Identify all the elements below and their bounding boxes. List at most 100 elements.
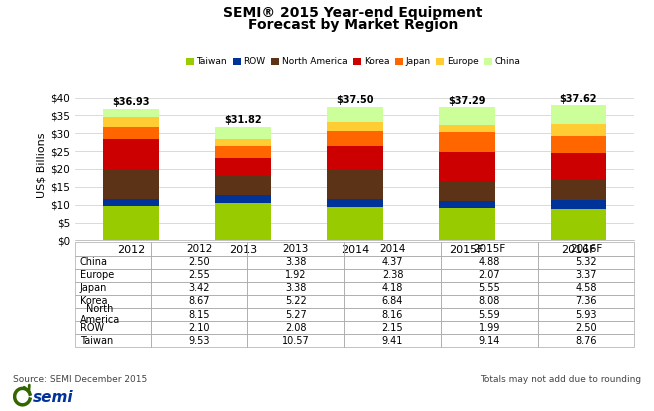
Bar [75, 308, 150, 321]
Text: 8.08: 8.08 [479, 296, 500, 307]
Bar [344, 321, 441, 334]
Bar [150, 321, 247, 334]
Text: 2013: 2013 [283, 244, 309, 254]
Legend: Taiwan, ROW, North America, Korea, Japan, Europe, China: Taiwan, ROW, North America, Korea, Japan… [182, 54, 525, 70]
Bar [75, 256, 150, 269]
Text: 3.38: 3.38 [285, 257, 307, 267]
Bar [215, 158, 271, 176]
Text: Forecast by Market Region: Forecast by Market Region [248, 18, 458, 32]
Text: 5.55: 5.55 [478, 283, 500, 293]
Text: 2012: 2012 [186, 244, 213, 254]
Bar [439, 152, 494, 181]
Bar [103, 118, 159, 127]
Bar [551, 209, 606, 240]
Bar [538, 308, 634, 321]
Bar [327, 145, 383, 170]
Bar [439, 107, 494, 125]
Text: 8.76: 8.76 [576, 336, 596, 346]
Text: 9.41: 9.41 [382, 336, 404, 346]
Bar [551, 179, 606, 200]
Text: 5.59: 5.59 [479, 309, 500, 319]
Bar [441, 256, 538, 269]
Text: SEMI® 2015 Year-end Equipment: SEMI® 2015 Year-end Equipment [224, 6, 483, 20]
Bar [439, 132, 494, 152]
Bar [150, 242, 247, 256]
Bar [327, 199, 383, 207]
Bar [150, 308, 247, 321]
Bar [344, 269, 441, 282]
Bar [327, 106, 383, 122]
Text: Totals may not add due to rounding: Totals may not add due to rounding [480, 375, 641, 384]
Text: 2.07: 2.07 [479, 270, 500, 280]
Bar [344, 295, 441, 308]
Bar [150, 282, 247, 295]
Text: 2.50: 2.50 [188, 257, 210, 267]
Text: 6.84: 6.84 [382, 296, 404, 307]
Text: 9.53: 9.53 [188, 336, 210, 346]
Text: semi: semi [33, 390, 73, 405]
Bar [439, 181, 494, 201]
Bar [441, 242, 538, 256]
Bar [538, 269, 634, 282]
Bar [247, 321, 344, 334]
Text: 4.18: 4.18 [382, 283, 404, 293]
Bar [538, 321, 634, 334]
Text: 2.55: 2.55 [188, 270, 210, 280]
Bar [538, 256, 634, 269]
Bar [247, 308, 344, 321]
Text: China: China [80, 257, 108, 267]
Text: 2.10: 2.10 [188, 323, 210, 332]
Bar [75, 321, 150, 334]
Bar [75, 242, 150, 256]
Text: 2015F: 2015F [473, 244, 506, 254]
Bar [551, 105, 606, 125]
Text: 2.38: 2.38 [382, 270, 404, 280]
Bar [551, 200, 606, 209]
Bar [441, 282, 538, 295]
Bar [150, 295, 247, 308]
Text: 8.67: 8.67 [188, 296, 210, 307]
Bar [215, 139, 271, 146]
Text: 3.42: 3.42 [188, 283, 210, 293]
Bar [344, 256, 441, 269]
Bar [247, 269, 344, 282]
Text: $37.29: $37.29 [448, 96, 485, 106]
Text: 5.93: 5.93 [576, 309, 596, 319]
Bar [327, 131, 383, 145]
Bar [103, 127, 159, 139]
Y-axis label: US$ Billions: US$ Billions [37, 133, 46, 198]
Bar [538, 295, 634, 308]
Bar [75, 334, 150, 347]
Bar [75, 282, 150, 295]
Bar [103, 170, 159, 199]
Text: $36.93: $36.93 [112, 97, 150, 107]
Bar [327, 207, 383, 240]
Text: 9.14: 9.14 [479, 336, 500, 346]
Bar [150, 256, 247, 269]
Bar [215, 127, 271, 139]
Text: 1.92: 1.92 [285, 270, 307, 280]
Bar [538, 282, 634, 295]
Text: $37.50: $37.50 [336, 95, 373, 105]
Bar [441, 334, 538, 347]
Text: Source: SEMI December 2015: Source: SEMI December 2015 [13, 375, 147, 384]
Text: 4.88: 4.88 [479, 257, 500, 267]
Bar [441, 308, 538, 321]
Text: 2014: 2014 [379, 244, 405, 254]
Text: 2.08: 2.08 [285, 323, 307, 332]
Text: 5.32: 5.32 [576, 257, 597, 267]
Bar [150, 269, 247, 282]
Bar [247, 295, 344, 308]
Text: North
America: North America [80, 304, 120, 326]
Text: 2.15: 2.15 [382, 323, 404, 332]
Text: 2.50: 2.50 [576, 323, 597, 332]
Bar [215, 195, 271, 203]
Text: 8.16: 8.16 [382, 309, 404, 319]
Text: Europe: Europe [80, 270, 114, 280]
Bar [439, 125, 494, 132]
Text: 5.27: 5.27 [285, 309, 307, 319]
Text: 4.58: 4.58 [576, 283, 596, 293]
Bar [75, 295, 150, 308]
Bar [439, 208, 494, 240]
Bar [247, 334, 344, 347]
